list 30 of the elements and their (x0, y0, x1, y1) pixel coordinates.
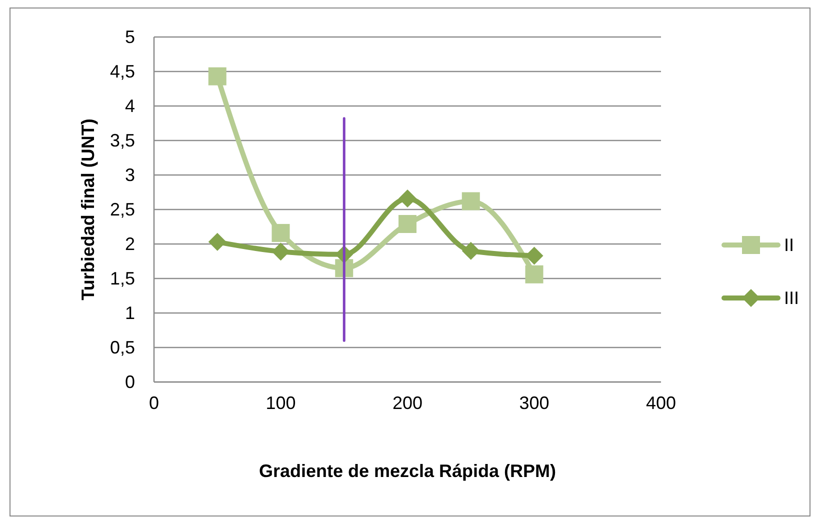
point (525, 265, 544, 284)
point (208, 67, 226, 86)
y-tick-label: 4,5 (110, 61, 135, 82)
y-tick-label: 2,5 (110, 199, 135, 220)
x-tick-label: 0 (148, 392, 160, 413)
y-tick-label: 1 (124, 302, 135, 323)
point (525, 246, 544, 265)
point (462, 192, 480, 210)
y-tick-label: 2 (124, 234, 135, 254)
x-tick-label: 400 (646, 392, 676, 413)
y-tick-label: 5 (124, 26, 135, 47)
point (272, 224, 290, 242)
y-tick-label: 3,5 (110, 130, 135, 150)
point (462, 242, 480, 260)
point (208, 232, 226, 251)
legend-label: II (784, 235, 794, 255)
y-tick-label: 0 (124, 372, 135, 392)
x-axis-title: Gradiente de mezcla Rápida (RPM) (258, 461, 556, 481)
y-tick-label: 1,5 (110, 268, 135, 288)
legend-label: III (784, 288, 800, 308)
x-tick-label: 300 (519, 392, 550, 413)
y-tick-label: 4 (124, 96, 135, 116)
y-axis-title: Turbiedad final (UNT) (78, 118, 98, 300)
y-tick-label: 3 (124, 164, 135, 185)
point (398, 189, 416, 208)
point (272, 242, 290, 261)
x-tick-label: 100 (266, 392, 296, 413)
y-tick-label: 0,5 (110, 337, 135, 358)
point (398, 214, 416, 233)
x-tick-label: 200 (392, 392, 423, 413)
